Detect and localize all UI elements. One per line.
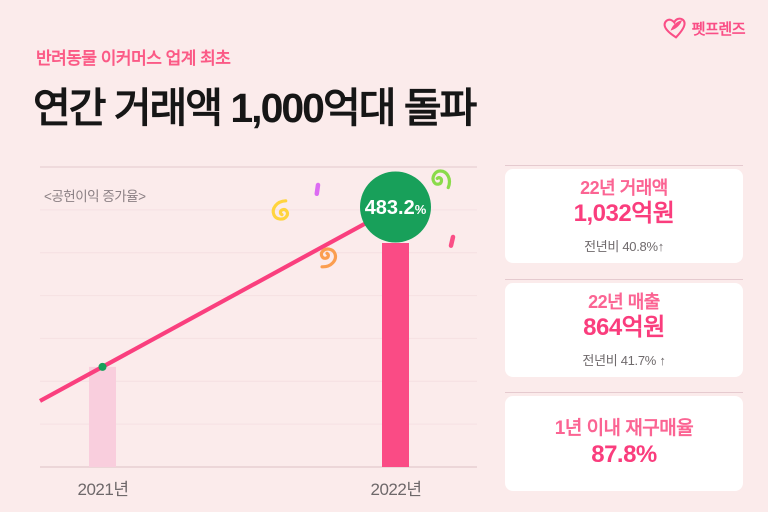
stat-card-repurchase: 1년 이내 재구매율 87.8% <box>505 392 743 491</box>
x-tick-2022: 2022년 <box>370 480 422 499</box>
stat-card-value: 864억원 <box>583 314 665 342</box>
chart-canvas: 483.2% <box>38 166 477 468</box>
stat-card-title: 22년 거래액 <box>580 177 668 198</box>
stat-card-gmv: 22년 거래액 1,032억원 전년비 40.8%↑ <box>505 165 743 263</box>
brand-name: 펫프렌즈 <box>691 20 746 38</box>
heart-feather-logo-icon <box>661 15 689 42</box>
chart-title: <공헌이익 증가율> <box>44 189 146 204</box>
brand-logo: 펫프렌즈 <box>661 15 746 42</box>
stat-card-subtext: 전년비 41.7% ↑ <box>582 353 666 369</box>
stat-card-value: 87.8% <box>591 441 657 469</box>
data-point-2021 <box>98 362 107 371</box>
confetti-yellow-swirl <box>271 199 290 221</box>
bar-2021년 <box>89 366 116 467</box>
confetti-purple-tick <box>314 182 321 197</box>
bar-2022년 <box>382 243 409 467</box>
annotation-circle <box>360 171 431 243</box>
confetti-orange-swirl <box>319 247 338 269</box>
confetti-yellow-swirl <box>271 199 290 221</box>
stat-card-title: 22년 매출 <box>588 291 660 312</box>
stat-card-value: 1,032억원 <box>573 200 675 228</box>
confetti-purple-tick <box>314 182 321 197</box>
page-title: 연간 거래액 1,000억대 돌파 <box>33 85 477 131</box>
stat-card-title: 1년 이내 재구매율 <box>554 417 694 439</box>
confetti-pink-tick <box>448 234 456 248</box>
confetti-green-swirl <box>431 169 452 190</box>
annotation-value: 483.2% <box>365 197 427 219</box>
subtitle: 반려동물 이커머스 업계 최초 <box>36 49 231 68</box>
stat-card-subtext: 전년비 40.8%↑ <box>584 239 664 255</box>
x-tick-2021: 2021년 <box>77 480 129 499</box>
stat-card-revenue: 22년 매출 864억원 전년비 41.7% ↑ <box>505 279 743 377</box>
trend-line <box>38 205 397 403</box>
confetti-orange-swirl <box>319 247 338 269</box>
confetti-green-swirl <box>431 169 452 190</box>
growth-chart: 483.2% <공헌이익 증가율> 2021년 2022년 <box>30 160 495 505</box>
confetti-pink-tick <box>448 234 456 248</box>
